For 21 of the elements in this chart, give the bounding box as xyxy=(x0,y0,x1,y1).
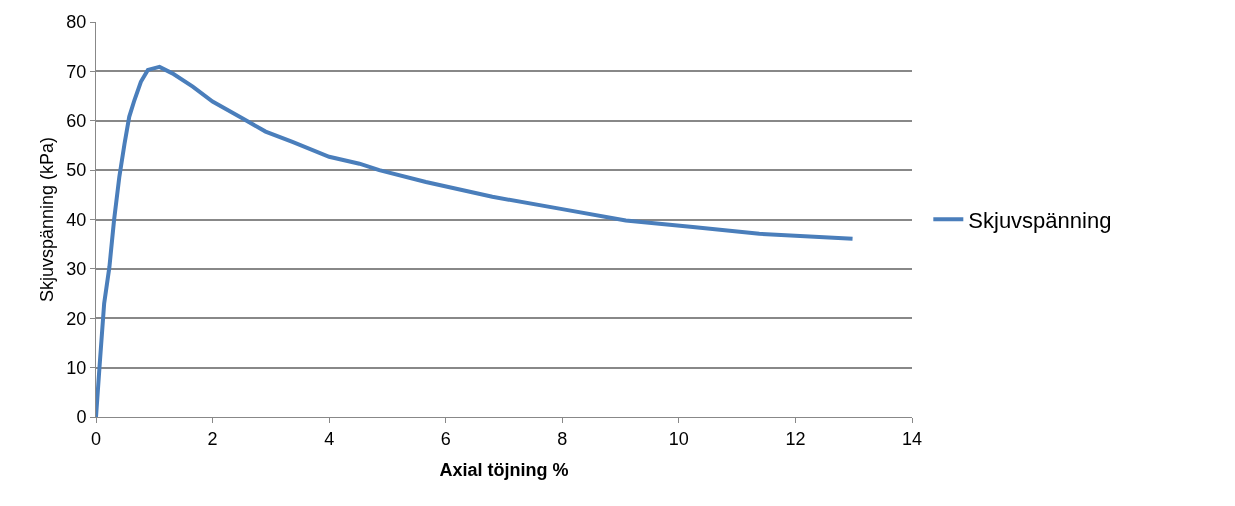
y-tick-label: 20 xyxy=(66,308,87,329)
x-tick-label: 12 xyxy=(785,428,806,449)
y-tick-label: 70 xyxy=(66,61,87,82)
x-tick-label: 8 xyxy=(557,428,568,449)
y-tick-label: 0 xyxy=(76,407,87,428)
x-tick-label: 10 xyxy=(668,428,689,449)
x-tick-label: 2 xyxy=(207,428,218,449)
legend-label: Skjuvspänning xyxy=(968,207,1112,233)
x-tick-label: 4 xyxy=(324,428,335,449)
y-tick-label: 40 xyxy=(66,209,87,230)
y-tick-label: 30 xyxy=(66,259,87,280)
y-tick-label: 80 xyxy=(66,12,87,33)
y-tick-label: 60 xyxy=(66,111,87,132)
y-tick-label: 10 xyxy=(66,357,87,378)
line-series xyxy=(96,64,855,417)
y-tick-label: 50 xyxy=(66,160,87,181)
x-axis-title: Axial töjning % xyxy=(439,459,569,480)
x-tick-label: 6 xyxy=(440,428,451,449)
y-axis-title: Skjuvspänning (kPa) xyxy=(36,136,57,303)
x-tick-label: 0 xyxy=(90,428,102,449)
x-tick-label: 14 xyxy=(901,428,923,449)
